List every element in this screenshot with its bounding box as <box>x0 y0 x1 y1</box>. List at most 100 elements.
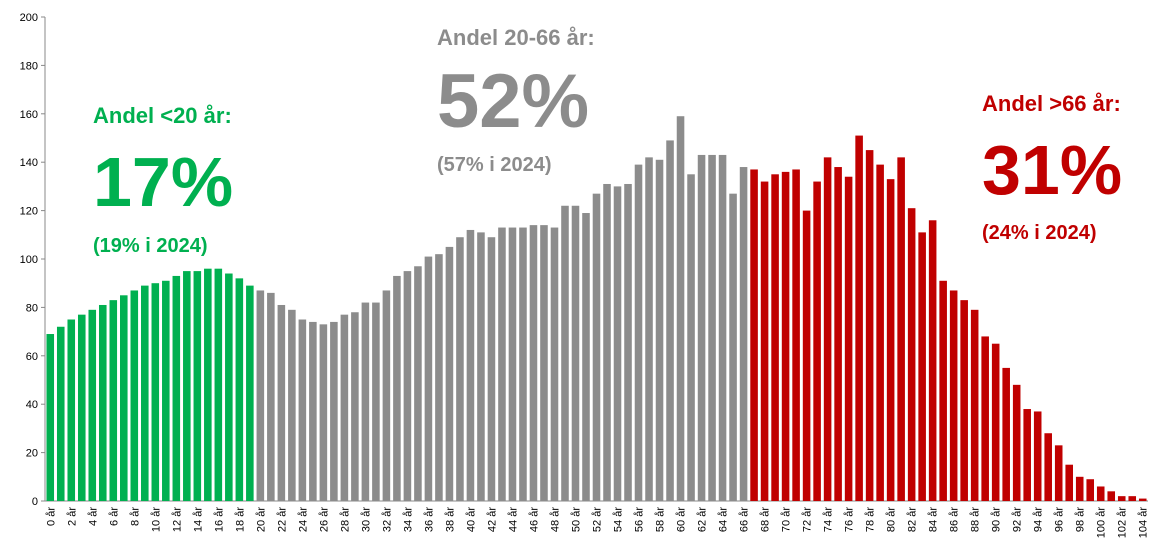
bar <box>603 183 611 502</box>
bar <box>109 300 118 501</box>
bar <box>1138 498 1147 501</box>
x-tick-label: 70 år <box>781 507 793 532</box>
bar <box>960 300 968 501</box>
bar <box>666 140 674 502</box>
bar <box>760 181 769 501</box>
x-tick-label: 4 år <box>87 507 99 526</box>
bar <box>624 183 632 502</box>
bar <box>256 290 265 501</box>
x-tick-label: 12 år <box>171 507 183 532</box>
y-tick-label: 140 <box>20 157 38 169</box>
bar <box>592 193 601 501</box>
bar <box>582 213 590 501</box>
x-tick-label: 54 år <box>613 507 625 532</box>
annotation: 52% <box>437 59 589 144</box>
bar <box>424 256 433 501</box>
bar <box>823 157 832 502</box>
x-tick-label: 74 år <box>823 507 835 532</box>
x-tick-label: 26 år <box>318 507 330 532</box>
y-tick-label: 160 <box>20 109 38 121</box>
bar <box>855 135 863 501</box>
bar <box>540 225 548 501</box>
x-tick-label: 96 år <box>1054 507 1066 532</box>
bar <box>687 174 695 502</box>
bar <box>949 290 958 501</box>
x-tick-label: 56 år <box>634 507 646 532</box>
bar <box>865 150 874 501</box>
bar <box>1096 486 1105 501</box>
bar <box>886 179 895 501</box>
x-tick-label: 20 år <box>255 507 267 532</box>
bar <box>246 285 254 501</box>
bar <box>98 304 107 501</box>
bar <box>792 169 800 501</box>
bar <box>645 157 653 502</box>
bar <box>319 324 328 501</box>
x-tick-label: 42 år <box>486 507 498 532</box>
y-tick-label: 40 <box>26 399 38 411</box>
x-tick-label: 0 år <box>45 507 57 526</box>
bar <box>445 246 454 501</box>
bar <box>498 227 506 502</box>
bar <box>340 314 349 501</box>
bar <box>204 268 212 501</box>
bar <box>1023 409 1031 501</box>
bar <box>991 343 1000 501</box>
x-tick-label: 98 år <box>1075 507 1087 532</box>
bar <box>571 205 580 501</box>
bar <box>519 227 527 502</box>
bar <box>225 273 233 501</box>
bar <box>928 220 937 501</box>
bar <box>655 159 664 501</box>
bar <box>393 275 401 501</box>
bar <box>1107 491 1116 501</box>
x-tick-label: 58 år <box>655 507 667 532</box>
x-tick-label: 94 år <box>1033 507 1045 532</box>
bar <box>466 229 475 501</box>
bar <box>46 334 55 501</box>
annotation: (24% i 2024) <box>982 222 1097 244</box>
bar <box>529 225 538 501</box>
x-tick-label: 84 år <box>928 507 940 532</box>
bar <box>487 237 496 501</box>
bar <box>162 280 170 501</box>
bar <box>981 336 989 501</box>
bar <box>561 205 569 501</box>
x-tick-label: 88 år <box>970 507 982 532</box>
x-tick-label: 46 år <box>528 507 540 532</box>
bar <box>1044 433 1052 501</box>
bar <box>120 295 128 501</box>
y-tick-label: 200 <box>20 12 38 24</box>
bar <box>970 309 979 501</box>
annotation: Andel 20-66 år: <box>437 25 595 50</box>
bar <box>435 254 443 501</box>
bar <box>267 292 275 501</box>
x-tick-label: 44 år <box>507 507 519 532</box>
bar <box>351 312 359 501</box>
x-tick-label: 62 år <box>697 507 709 532</box>
x-tick-label: 30 år <box>360 507 372 532</box>
x-tick-label: 8 år <box>129 507 141 526</box>
annotation: (57% i 2024) <box>437 154 552 176</box>
x-tick-label: 68 år <box>760 507 772 532</box>
x-tick-label: 10 år <box>150 507 162 532</box>
bar <box>456 237 464 501</box>
x-tick-label: 34 år <box>402 507 414 532</box>
x-tick-label: 100 år <box>1096 507 1108 539</box>
bar <box>771 174 779 502</box>
bar <box>141 285 149 501</box>
y-tick-label: 100 <box>20 254 38 266</box>
x-tick-label: 2 år <box>66 507 78 526</box>
bar <box>781 171 790 501</box>
y-tick-label: 180 <box>20 60 38 72</box>
x-tick-label: 80 år <box>886 507 898 532</box>
bar <box>676 116 685 501</box>
x-tick-label: 86 år <box>949 507 961 532</box>
bar <box>907 208 916 501</box>
bar <box>1012 384 1021 501</box>
bar <box>897 157 905 502</box>
bar <box>1002 367 1010 501</box>
bar <box>729 193 737 501</box>
x-tick-label: 72 år <box>802 507 814 532</box>
bar <box>382 290 391 501</box>
